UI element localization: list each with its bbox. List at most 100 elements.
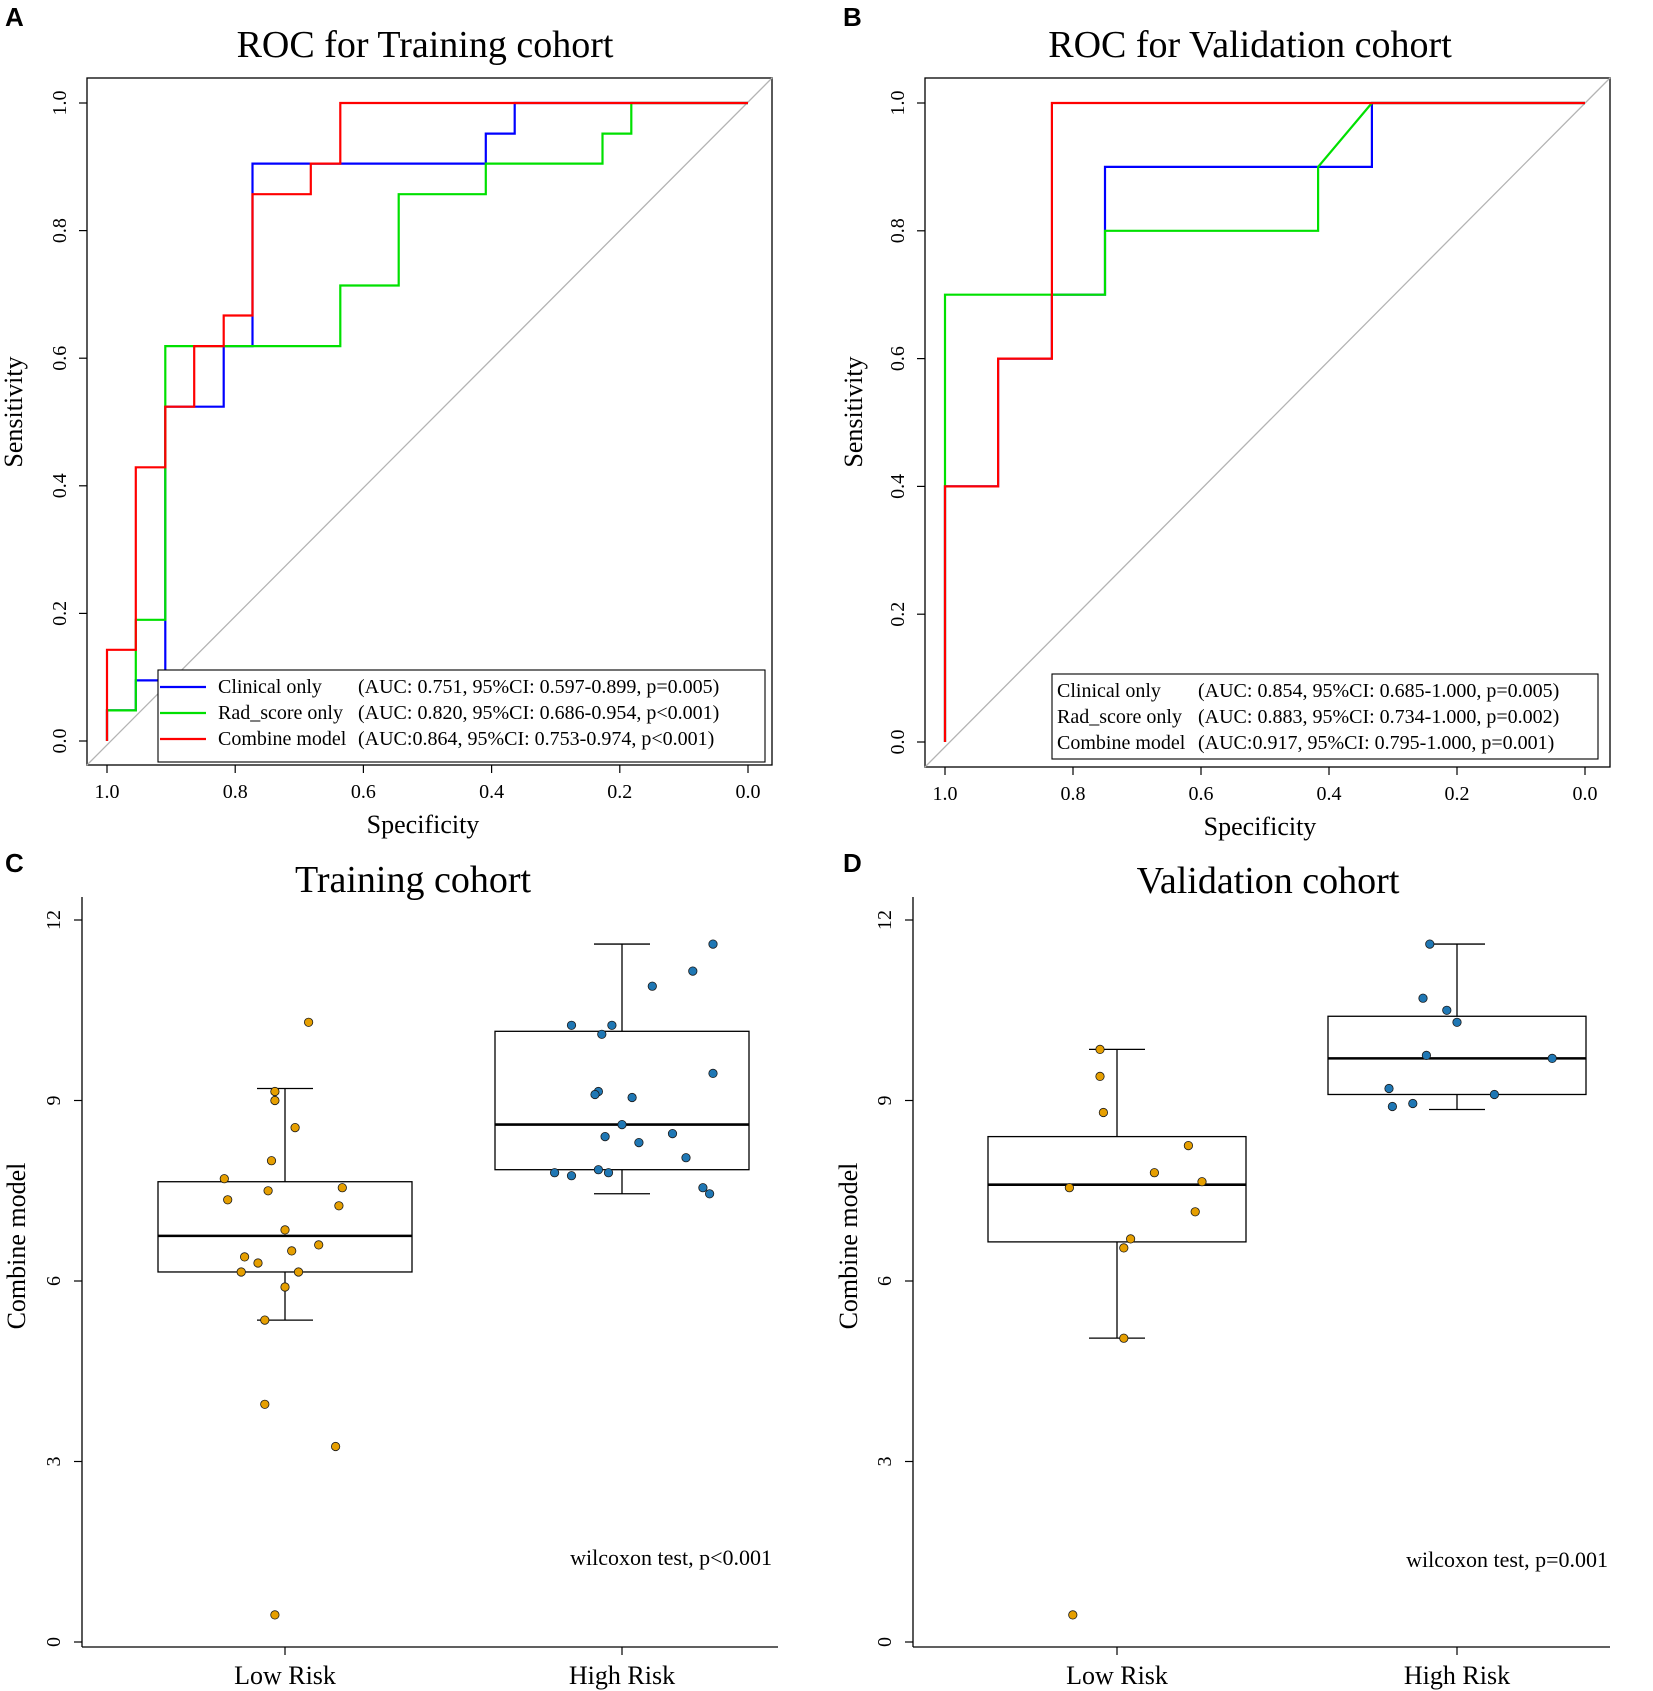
data-point xyxy=(627,1092,637,1103)
category-label: High Risk xyxy=(1404,1661,1510,1690)
data-point xyxy=(667,1129,678,1139)
legend-stats: (AUC: 0.854, 95%CI: 0.685-1.000, p=0.005… xyxy=(1198,680,1559,702)
y-tick-label: 12 xyxy=(874,910,896,930)
box-high_point xyxy=(494,939,750,1199)
data-point xyxy=(698,1183,708,1193)
test-annotation: wilcoxon test, p=0.001 xyxy=(1406,1547,1608,1572)
y-tick-label: 0.8 xyxy=(49,218,71,243)
data-point xyxy=(549,1168,560,1178)
panel-letter: B xyxy=(843,2,862,32)
data-point xyxy=(1408,1098,1418,1109)
legend-stats: (AUC: 0.883, 95%CI: 0.734-1.000, p=0.002… xyxy=(1198,706,1559,728)
panel-c: C Training cohort 0 3 6 9 12 Combine model Low R… xyxy=(2,848,778,1690)
data-point xyxy=(1387,1101,1398,1112)
y-tick-label: 0.6 xyxy=(49,346,71,371)
data-point xyxy=(617,1120,627,1130)
legend-label: Clinical only xyxy=(218,676,322,698)
y-tick-label: 0.4 xyxy=(49,473,71,498)
data-point xyxy=(607,1020,617,1030)
data-point xyxy=(270,1095,280,1106)
x-tick-label: 0.0 xyxy=(1573,783,1598,805)
data-point xyxy=(260,1315,270,1325)
panel-letter: D xyxy=(843,848,862,878)
box-iqr xyxy=(1327,1015,1587,1096)
data-point xyxy=(260,1399,270,1409)
data-point xyxy=(603,1168,614,1178)
data-point xyxy=(219,1174,229,1184)
y-tick-label: 0.4 xyxy=(887,474,909,499)
data-point xyxy=(634,1138,644,1148)
data-point xyxy=(566,1020,577,1030)
legend-label: Combine model xyxy=(218,728,347,750)
data-point xyxy=(223,1195,233,1205)
y-tick-label: 0.0 xyxy=(49,729,71,754)
data-point xyxy=(1547,1053,1557,1064)
box-iqr xyxy=(987,1135,1247,1243)
plot-frame xyxy=(86,77,773,766)
y-tick-label: 6 xyxy=(874,1276,896,1286)
box-iqr xyxy=(157,1181,413,1273)
legend: Clinical only (AUC: 0.854, 95%CI: 0.685-1… xyxy=(1051,673,1599,760)
data-point xyxy=(314,1240,324,1250)
y-tick-label: 0.8 xyxy=(887,218,909,243)
x-tick-label: 0.6 xyxy=(1189,783,1214,805)
reference-diagonal xyxy=(924,77,1611,768)
legend-box xyxy=(157,669,766,763)
panel-letter: A xyxy=(5,2,24,32)
legend-stats: (AUC: 0.820, 95%CI: 0.686-0.954, p<0.001… xyxy=(358,702,719,724)
y-tick-label: 0.2 xyxy=(49,601,71,626)
y-tick-label: 3 xyxy=(43,1457,65,1467)
data-point xyxy=(1418,993,1428,1003)
data-point xyxy=(270,1086,280,1097)
x-tick-label: 0.0 xyxy=(736,781,761,803)
y-axis-label: Combine model xyxy=(834,1163,863,1330)
legend-label: Rad_score only xyxy=(218,702,343,724)
x-tick-label: 0.2 xyxy=(607,781,632,803)
box-low_point xyxy=(987,1044,1247,1620)
data-point xyxy=(1095,1044,1105,1055)
data-point xyxy=(1095,1071,1105,1082)
data-point xyxy=(1068,1610,1078,1620)
y-tick-label: 12 xyxy=(43,910,65,930)
x-tick-label: 1.0 xyxy=(933,783,958,805)
y-tick-label: 0.2 xyxy=(887,602,909,627)
chart-title: Training cohort xyxy=(295,859,532,901)
data-point xyxy=(1197,1177,1207,1187)
x-tick-label: 0.4 xyxy=(479,781,504,803)
category-label: Low Risk xyxy=(234,1661,336,1690)
data-point xyxy=(330,1441,341,1452)
legend-stats: (AUC:0.917, 95%CI: 0.795-1.000, p=0.001) xyxy=(1198,732,1554,754)
y-axis-label: Sensitivity xyxy=(839,356,868,467)
legend-box xyxy=(1051,673,1599,760)
category-label: Low Risk xyxy=(1066,1661,1168,1690)
data-point xyxy=(266,1156,277,1166)
chart-title: ROC for Validation cohort xyxy=(1048,24,1452,66)
data-point xyxy=(566,1171,577,1181)
box-iqr xyxy=(494,1030,750,1171)
data-point xyxy=(1064,1183,1075,1193)
y-tick-label: 3 xyxy=(874,1457,896,1467)
box-low_point xyxy=(157,1017,413,1620)
data-point xyxy=(1119,1333,1129,1343)
legend-label: Combine model xyxy=(1057,732,1186,754)
x-tick-label: 1.0 xyxy=(95,781,120,803)
data-point xyxy=(1452,1017,1462,1027)
data-point xyxy=(1384,1083,1394,1094)
data-point xyxy=(334,1201,344,1211)
x-axis-label: Specificity xyxy=(367,810,480,839)
data-point xyxy=(688,966,698,976)
data-point xyxy=(303,1017,314,1027)
x-tick-label: 0.4 xyxy=(1317,783,1342,805)
legend-stats: (AUC:0.864, 95%CI: 0.753-0.974, p<0.001) xyxy=(358,728,714,750)
data-point xyxy=(1126,1234,1136,1244)
data-point xyxy=(290,1123,300,1133)
y-tick-label: 6 xyxy=(43,1276,65,1286)
panel-d: D Validation cohort 0 3 6 9 12 Combine model Low… xyxy=(834,848,1610,1690)
data-point xyxy=(1442,1005,1452,1015)
panel-b: B ROC for Validation cohort 1.0 0.8 0.6 0.4 0.… xyxy=(839,2,1611,841)
y-tick-label: 1.0 xyxy=(49,91,71,116)
legend-label: Clinical only xyxy=(1057,680,1161,702)
y-tick-label: 9 xyxy=(874,1096,896,1106)
legend: Clinical only (AUC: 0.751, 95%CI: 0.597-0… xyxy=(157,669,766,763)
chart-title: ROC for Training cohort xyxy=(237,24,614,66)
